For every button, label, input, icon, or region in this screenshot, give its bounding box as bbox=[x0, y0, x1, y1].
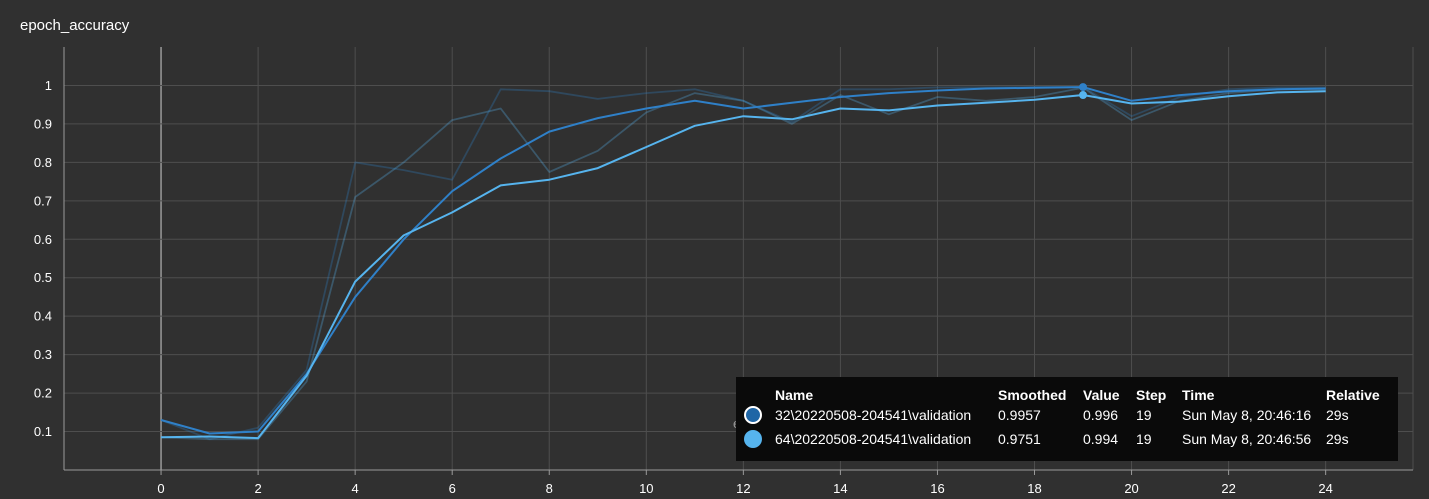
tooltip-run-name: 64\20220508-204541\validation bbox=[775, 431, 972, 447]
x-tick-label: 8 bbox=[546, 481, 553, 496]
tooltip-value: 0.994 bbox=[1083, 431, 1119, 447]
y-tick-label: 0.8 bbox=[34, 155, 52, 170]
tooltip-header-smoothed: Smoothed bbox=[998, 387, 1067, 403]
x-tick-label: 14 bbox=[833, 481, 847, 496]
tooltip-step: 19 bbox=[1136, 431, 1152, 447]
x-tick-label: 12 bbox=[736, 481, 750, 496]
tooltip-time: Sun May 8, 20:46:56 bbox=[1182, 431, 1312, 447]
tooltip-header-relative: Relative bbox=[1326, 387, 1380, 403]
smoothed-series bbox=[160, 86, 1326, 440]
raw-series-line bbox=[160, 86, 1326, 441]
raw-series bbox=[160, 86, 1326, 441]
tooltip-time: Sun May 8, 20:46:16 bbox=[1182, 407, 1312, 423]
tooltip-table: Name Smoothed Value Step Time Relative 3… bbox=[744, 377, 1387, 451]
x-tick-label: 24 bbox=[1318, 481, 1332, 496]
tooltip-run-name: 32\20220508-204541\validation bbox=[775, 407, 972, 423]
x-tick-label: 4 bbox=[352, 481, 359, 496]
y-tick-label: 0.9 bbox=[34, 116, 52, 131]
tooltip-smoothed: 0.9957 bbox=[998, 407, 1041, 423]
x-tick-label: 10 bbox=[639, 481, 653, 496]
axes: 0 2 4 6 8 10 12 14 16 18 20 22 240.10.20.30.40.50.60… bbox=[34, 47, 1413, 496]
y-tick-label: 0.5 bbox=[34, 270, 52, 285]
x-tick-label: 16 bbox=[930, 481, 944, 496]
tooltip-row: 32\20220508-204541\validation 0.9957 0.9… bbox=[744, 403, 1387, 427]
tooltip-header-step: Step bbox=[1136, 387, 1167, 403]
x-tick-label: 2 bbox=[254, 481, 261, 496]
y-tick-label: 0.6 bbox=[34, 232, 52, 247]
y-tick-label: 1 bbox=[45, 78, 52, 93]
tooltip-header-swatch bbox=[744, 377, 775, 403]
y-tick-label: 0.7 bbox=[34, 193, 52, 208]
x-tick-label: 22 bbox=[1221, 481, 1235, 496]
chart-title: epoch_accuracy bbox=[20, 17, 130, 34]
raw-series-line bbox=[161, 86, 1326, 441]
x-tick-label: 6 bbox=[449, 481, 456, 496]
series-color-swatch bbox=[744, 406, 762, 425]
tooltip-header-row: Name Smoothed Value Step Time Relative bbox=[744, 377, 1387, 403]
y-tick-label: 0.4 bbox=[34, 309, 52, 324]
tooltip-row: 64\20220508-204541\validation 0.9751 0.9… bbox=[744, 427, 1387, 451]
y-tick-label: 0.2 bbox=[34, 386, 52, 401]
tooltip-header-time: Time bbox=[1182, 387, 1215, 403]
tooltip-relative: 29s bbox=[1326, 431, 1349, 447]
tooltip-value: 0.996 bbox=[1083, 407, 1119, 423]
y-tick-label: 0.1 bbox=[34, 424, 52, 439]
tooltip-header-value: Value bbox=[1083, 387, 1120, 403]
tooltip-step: 19 bbox=[1136, 407, 1152, 423]
smoothed-series-line bbox=[161, 90, 1326, 440]
tooltip-smoothed: 0.9751 bbox=[998, 431, 1041, 447]
x-tick-label: 18 bbox=[1027, 481, 1041, 496]
hover-tooltip: Name Smoothed Value Step Time Relative 3… bbox=[736, 377, 1398, 461]
hover-point bbox=[1079, 83, 1088, 92]
tooltip-relative: 29s bbox=[1326, 407, 1349, 423]
series-color-swatch bbox=[744, 430, 762, 449]
y-tick-label: 0.3 bbox=[34, 347, 52, 362]
tooltip-header-name: Name bbox=[775, 387, 814, 403]
smoothed-series-line bbox=[160, 86, 1326, 435]
x-tick-label: 20 bbox=[1124, 481, 1138, 496]
hover-markers bbox=[1079, 83, 1088, 100]
x-tick-label: 0 bbox=[157, 481, 164, 496]
hover-point bbox=[1079, 91, 1088, 100]
